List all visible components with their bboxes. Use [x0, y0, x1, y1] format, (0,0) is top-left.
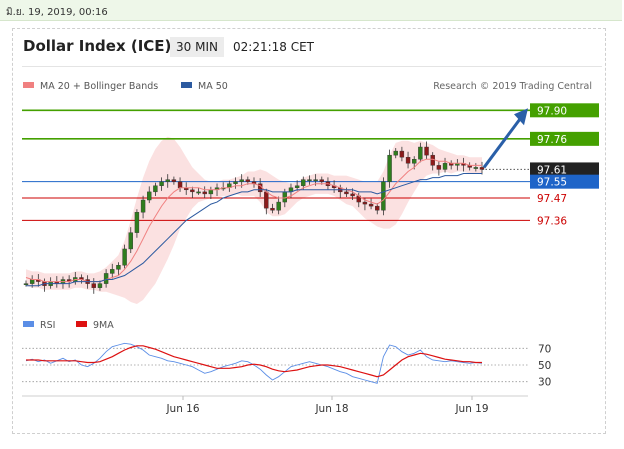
legend-ma50: MA 50	[198, 81, 228, 92]
rsi-series-9ma	[26, 345, 482, 378]
level-label-97.90: 97.90	[537, 105, 567, 117]
candle-body	[171, 179, 177, 182]
timestamp-bar: มิ.ย. 19, 2019, 00:16	[0, 0, 622, 21]
candle-body	[128, 232, 133, 250]
candle-body	[375, 205, 380, 211]
level-tag-bg-97.61	[530, 162, 599, 177]
header-divider	[22, 66, 602, 67]
level-label-97.55: 97.55	[537, 177, 567, 189]
rsi-tick-50: 50	[538, 360, 551, 372]
candle-body	[282, 191, 288, 203]
level-label-97.76: 97.76	[537, 134, 567, 146]
candle-body	[196, 191, 201, 194]
candle-body	[473, 167, 479, 169]
x-axis: Jun 16 Jun 18 Jun 19	[165, 396, 489, 415]
candle-body	[368, 203, 374, 207]
candle-body	[202, 191, 207, 195]
candle-body	[91, 283, 96, 288]
candle-body	[239, 179, 244, 182]
candle-body	[110, 269, 115, 274]
candle-body	[393, 150, 398, 156]
candle-body	[190, 189, 195, 193]
ma50-line	[26, 173, 482, 287]
chart-time: 02:21:18 CET	[233, 40, 314, 54]
candle-body	[97, 283, 103, 288]
legend-swatch-ma20	[23, 82, 34, 88]
candle-body	[208, 189, 214, 195]
legend-9ma: 9MA	[93, 320, 114, 331]
level-label-97.36: 97.36	[537, 215, 567, 227]
timestamp: มิ.ย. 19, 2019, 00:16	[6, 7, 108, 18]
level-tag-bg-97.55	[530, 174, 599, 189]
candle-body	[424, 146, 429, 156]
candle-body	[177, 181, 183, 188]
level-tag-bg-97.90	[530, 103, 599, 118]
rsi-tick-70: 70	[538, 343, 551, 355]
x-tick-label: Jun 16	[165, 403, 199, 415]
legend-swatch-9ma	[76, 321, 87, 327]
candle-body	[436, 165, 442, 170]
candle-body	[159, 181, 164, 186]
candle-body	[344, 191, 349, 195]
legend-rsi: RSI	[40, 320, 55, 331]
candle-body	[23, 283, 29, 286]
candle-body	[233, 181, 238, 184]
candle-body	[301, 179, 306, 186]
legend-ma20: MA 20 + Bollinger Bands	[40, 81, 158, 92]
candle-body	[362, 201, 368, 205]
rsi-panel: 70 50 30	[22, 342, 551, 389]
level-tag-bg-97.76	[530, 131, 599, 146]
candle-body	[270, 207, 275, 211]
interval-badge[interactable]: 30 MIN	[170, 37, 224, 57]
candle-body	[319, 179, 324, 182]
candle-body	[264, 191, 269, 209]
x-tick-label: Jun 18	[314, 403, 348, 415]
candle-body	[29, 279, 35, 284]
candle-body	[276, 201, 281, 211]
candle-body	[399, 150, 405, 158]
candle-body	[418, 146, 423, 160]
x-tick-label: Jun 19	[454, 403, 488, 415]
candle-body	[442, 163, 448, 170]
candle-body	[307, 179, 312, 182]
candle-body	[350, 193, 355, 197]
candle-body	[165, 179, 170, 182]
forecast-arrow-shaft	[482, 115, 524, 169]
candle-body	[405, 157, 411, 164]
level-label-97.61: 97.61	[537, 164, 567, 176]
candle-body	[153, 185, 158, 193]
rsi-tick-30: 30	[538, 377, 551, 389]
candle-body	[479, 167, 485, 170]
candle-body	[381, 181, 386, 211]
candle-body	[122, 248, 127, 266]
candle-body	[116, 265, 121, 270]
candle-body	[245, 179, 251, 182]
candle-body	[294, 185, 300, 188]
candle-body	[147, 191, 152, 201]
research-credit: Research © 2019 Trading Central	[433, 81, 592, 92]
candle-body	[103, 273, 109, 284]
candle-body	[430, 154, 435, 166]
legend-swatch-rsi	[23, 321, 34, 327]
candle-body	[134, 212, 140, 233]
chart-title: Dollar Index (ICE)	[23, 37, 172, 55]
candle-body	[140, 199, 146, 213]
candle-body	[313, 179, 318, 182]
forecast-arrow-head	[514, 108, 528, 126]
level-label-97.47: 97.47	[537, 193, 567, 205]
rsi-series-rsi	[25, 342, 483, 384]
legend-swatch-ma50	[181, 82, 192, 88]
candle-body	[387, 154, 392, 182]
bollinger-band	[26, 136, 482, 304]
candle-body	[412, 159, 417, 164]
